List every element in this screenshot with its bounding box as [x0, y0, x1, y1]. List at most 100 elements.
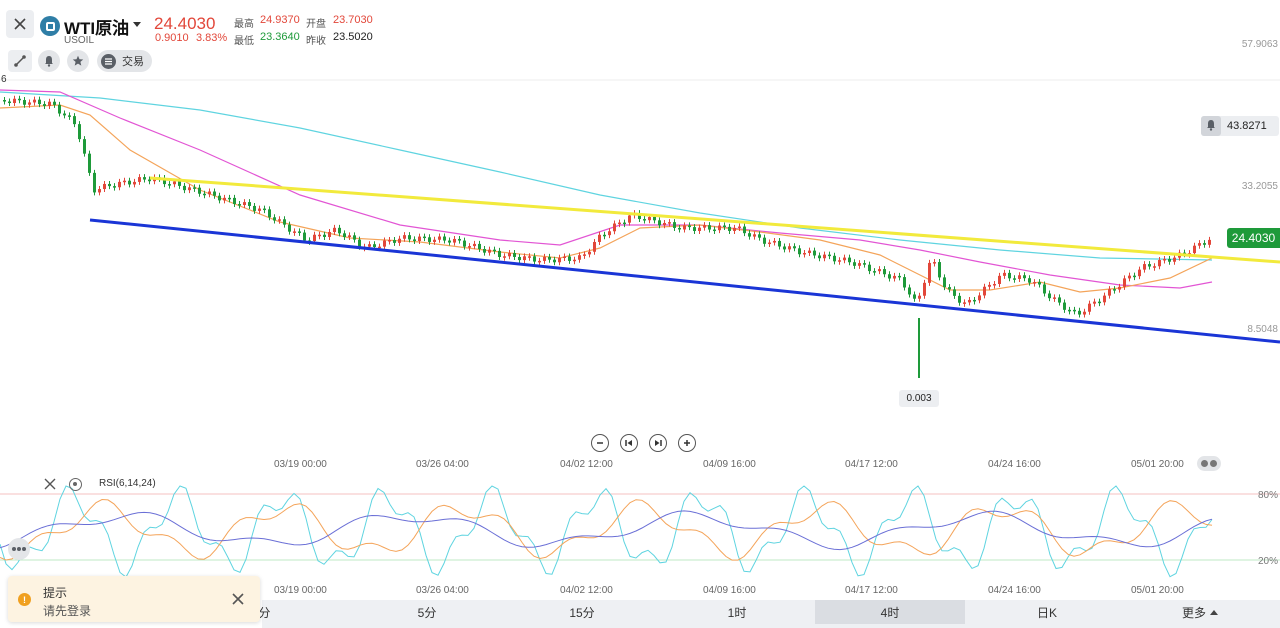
candle-body	[303, 232, 306, 241]
close-indicator-icon[interactable]	[43, 477, 57, 491]
candle-body	[188, 187, 191, 191]
candle-body	[848, 257, 851, 263]
candle-body	[288, 224, 291, 232]
draw-tool-button[interactable]	[8, 50, 32, 72]
candle-body	[1133, 275, 1136, 278]
date-axis-label: 04/17 12:00	[845, 459, 898, 470]
candle-body	[1073, 309, 1076, 312]
candle-body	[903, 277, 906, 288]
close-button[interactable]	[6, 10, 34, 38]
candle-body	[1083, 311, 1086, 315]
low-label: 最低	[234, 36, 254, 47]
symbol-name[interactable]: WTI原油	[64, 19, 130, 38]
candle-body	[248, 202, 251, 206]
trendline-upper	[149, 176, 1280, 264]
candle-body	[428, 237, 431, 242]
candle-body	[718, 225, 721, 231]
candle-body	[208, 191, 211, 195]
close-icon[interactable]	[231, 592, 245, 606]
interval-4h[interactable]: 4时	[815, 600, 965, 624]
candle-body	[968, 299, 971, 303]
candle-body	[263, 208, 266, 211]
scroll-end-button[interactable]	[649, 434, 667, 452]
star-icon	[72, 55, 84, 66]
candle-body	[758, 234, 761, 238]
candle-body	[768, 242, 771, 245]
candle-body	[1158, 259, 1161, 267]
candle-body	[1208, 239, 1211, 245]
candle-body	[73, 116, 76, 125]
candle-body	[223, 197, 226, 201]
interval-15m[interactable]: 15分	[569, 605, 595, 620]
zoom-out-button[interactable]	[591, 434, 609, 452]
candle-body	[773, 240, 776, 243]
candle-body	[653, 216, 656, 221]
candle-body	[98, 189, 101, 193]
alert-button[interactable]	[38, 50, 60, 72]
candle-body	[578, 255, 581, 260]
interval-5m[interactable]: 5分	[417, 605, 437, 620]
toast-title: 提示	[43, 586, 68, 600]
candle-body	[1143, 264, 1146, 270]
side-menu-button[interactable]	[8, 538, 30, 560]
scroll-start-button[interactable]	[620, 434, 638, 452]
candle-body	[788, 246, 791, 250]
candle-body	[1018, 275, 1021, 279]
ma-mid-line	[0, 89, 1213, 289]
candle-body	[643, 219, 646, 221]
rsi-level-high: 80%	[1257, 490, 1278, 501]
candle-body	[938, 262, 941, 278]
candle-body	[143, 177, 146, 180]
candle-body	[803, 252, 806, 255]
interval-1h[interactable]: 1时	[727, 605, 747, 620]
symbol-dropdown-icon[interactable]	[133, 22, 141, 27]
skip-forward-icon	[655, 440, 662, 446]
candle-body	[558, 257, 561, 263]
favorite-button[interactable]	[67, 50, 89, 72]
candle-body	[1023, 275, 1026, 279]
candle-body	[1068, 309, 1071, 312]
candle-body	[298, 231, 301, 233]
rsi-level-low: 20%	[1257, 556, 1278, 567]
candle-body	[458, 238, 461, 241]
candle-body	[638, 213, 641, 220]
candle-body	[178, 181, 181, 186]
candle-body	[953, 289, 956, 296]
trade-icon	[101, 53, 116, 69]
interval-more[interactable]: 更多	[1125, 600, 1275, 624]
prev-close-label: 昨收	[306, 36, 326, 47]
layout-toggle-button[interactable]	[1197, 456, 1221, 471]
candle-body	[238, 204, 241, 206]
candle-body	[318, 234, 321, 237]
candle-body	[8, 101, 11, 104]
trade-button[interactable]: 交易	[97, 50, 152, 72]
candle-body	[398, 238, 401, 243]
indicator-settings-icon[interactable]	[69, 478, 82, 491]
price-axis-label: 33.2055	[1241, 181, 1278, 192]
candle-body	[1048, 293, 1051, 299]
interval-1d[interactable]: 日K	[1036, 605, 1057, 620]
candle-body	[893, 275, 896, 279]
candle-body	[853, 262, 856, 266]
candle-body	[338, 227, 341, 234]
alarm-price-value: 43.8271	[1227, 120, 1267, 132]
date-axis-label: 04/24 16:00	[988, 459, 1041, 470]
candle-body	[368, 244, 371, 247]
candle-body	[228, 197, 231, 200]
candle-body	[913, 294, 916, 299]
candle-body	[43, 104, 46, 106]
candle-body	[648, 216, 651, 221]
candle-body	[448, 240, 451, 243]
candle-body	[673, 222, 676, 228]
alarm-price-tag[interactable]: 43.8271	[1201, 116, 1279, 136]
candle-body	[503, 256, 506, 258]
candle-body	[918, 295, 921, 299]
toast-message: 请先登录	[43, 604, 92, 618]
zoom-in-button[interactable]	[678, 434, 696, 452]
candle-body	[258, 208, 261, 211]
rsi14-line	[0, 498, 1213, 561]
candle-body	[1013, 278, 1016, 280]
candle-body	[173, 181, 176, 185]
